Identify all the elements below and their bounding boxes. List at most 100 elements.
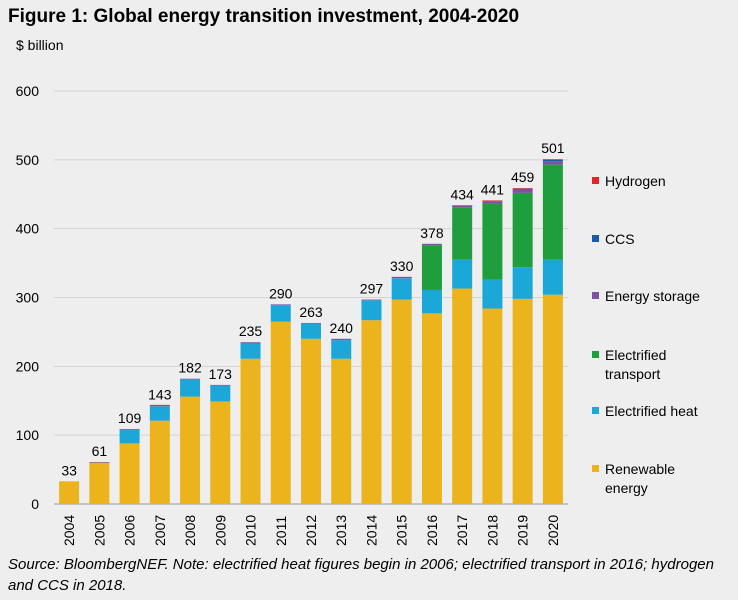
bar-segment: [542, 159, 563, 160]
x-tick-label: 2014: [363, 515, 379, 546]
bar-segment: [361, 300, 382, 321]
legend-label: Electrified heat: [605, 403, 698, 419]
bar-segment: [512, 188, 533, 189]
bar-segment: [452, 288, 473, 504]
bar-segment: [391, 299, 412, 504]
y-tick-label: 100: [16, 427, 40, 443]
legend-swatch: [592, 177, 599, 184]
y-tick-label: 300: [16, 290, 40, 306]
source-note: Source: BloombergNEF. Note: electrified …: [8, 556, 714, 594]
x-tick-label: 2016: [424, 515, 440, 546]
bar-segment: [542, 294, 563, 504]
bar-segment: [482, 201, 503, 202]
legend-label: CCS: [605, 231, 635, 247]
x-tick-label: 2020: [545, 515, 561, 546]
bar-segment: [482, 279, 503, 309]
total-data-label: 501: [541, 140, 565, 156]
bar-segment: [512, 267, 533, 299]
bar-segment: [270, 305, 291, 322]
bar-segment: [421, 289, 442, 314]
bar-segment: [391, 276, 412, 279]
bar-segment: [542, 259, 563, 295]
bar-segment: [149, 420, 170, 504]
x-tick-label: 2015: [394, 515, 410, 546]
bar-segment: [119, 443, 140, 504]
x-tick-label: 2010: [243, 515, 259, 546]
x-tick-label: 2006: [122, 515, 138, 546]
bar-segment: [149, 406, 170, 421]
bar-segment: [331, 358, 352, 504]
chart-title: Figure 1: Global energy transition inves…: [8, 6, 520, 27]
x-tick-label: 2017: [454, 515, 470, 546]
bar-segment: [512, 192, 533, 268]
bar-segment: [512, 189, 533, 193]
bar-segment: [180, 379, 201, 397]
legend-swatch: [592, 465, 599, 472]
bar-segment: [482, 308, 503, 504]
bar-segment: [331, 338, 352, 341]
bar-segment: [542, 161, 563, 165]
legend-label: transport: [605, 366, 660, 382]
bar-segment: [421, 245, 442, 290]
total-data-label: 33: [61, 462, 77, 478]
bar-segment: [452, 207, 473, 260]
total-data-label: 330: [390, 258, 414, 274]
legend-label: Energy storage: [605, 288, 700, 304]
bar-segment: [421, 243, 442, 246]
bar-segment: [180, 396, 201, 504]
x-tick-label: 2007: [152, 515, 168, 546]
bar-segment: [89, 462, 110, 463]
total-data-label: 297: [360, 281, 384, 297]
y-tick-label: 0: [31, 496, 39, 512]
bar-segment: [512, 188, 533, 190]
bar-segment: [119, 428, 140, 430]
bar-segment: [240, 342, 261, 344]
total-data-label: 235: [239, 323, 263, 339]
bar-segment: [301, 338, 321, 504]
total-data-label: 441: [481, 181, 505, 197]
legend-label: energy: [605, 480, 648, 496]
total-data-label: 61: [92, 443, 108, 459]
bar-segment: [89, 462, 110, 504]
bar-segment: [301, 323, 321, 339]
total-data-label: 378: [420, 225, 444, 241]
total-data-label: 263: [299, 304, 323, 320]
total-data-label: 290: [269, 285, 293, 301]
bar-segment: [240, 343, 261, 359]
x-tick-label: 2004: [61, 515, 77, 546]
total-data-label: 434: [450, 186, 474, 202]
bar-segment: [180, 378, 201, 380]
bar-segment: [542, 159, 563, 162]
total-data-label: 182: [178, 360, 202, 376]
bar-segment: [149, 404, 170, 406]
bar-segment: [210, 385, 231, 402]
bar-segment: [361, 299, 382, 301]
total-data-label: 143: [148, 387, 172, 403]
bar-segment: [482, 200, 503, 202]
legend-label: Hydrogen: [605, 173, 666, 189]
y-tick-label: 600: [16, 83, 40, 99]
bar-segment: [149, 405, 170, 407]
stacked-bar-chart: 0 100 200 300 400 500 600 33 2004 61 2005 109 2006 14…: [16, 83, 701, 546]
bar-segment: [452, 205, 473, 208]
legend-label: Electrified: [605, 347, 666, 363]
total-data-label: 459: [511, 169, 535, 185]
legend-swatch: [592, 292, 599, 299]
bar-segment: [512, 298, 533, 504]
y-tick-label: 200: [16, 358, 40, 374]
x-tick-label: 2011: [273, 516, 289, 546]
x-tick-label: 2018: [484, 515, 500, 546]
legend-label: Renewable: [605, 461, 675, 477]
total-data-label: 109: [118, 410, 142, 426]
x-tick-label: 2009: [212, 515, 228, 546]
bar-segment: [301, 322, 321, 324]
bar-segment: [119, 429, 140, 444]
bar-segment: [361, 320, 382, 504]
bar-segment: [210, 401, 231, 504]
bar-segment: [59, 481, 80, 504]
bar-segment: [270, 304, 291, 306]
legend-swatch: [592, 235, 599, 242]
bar-segment: [240, 358, 261, 504]
bar-segment: [421, 313, 442, 504]
bar-segment: [331, 340, 352, 359]
